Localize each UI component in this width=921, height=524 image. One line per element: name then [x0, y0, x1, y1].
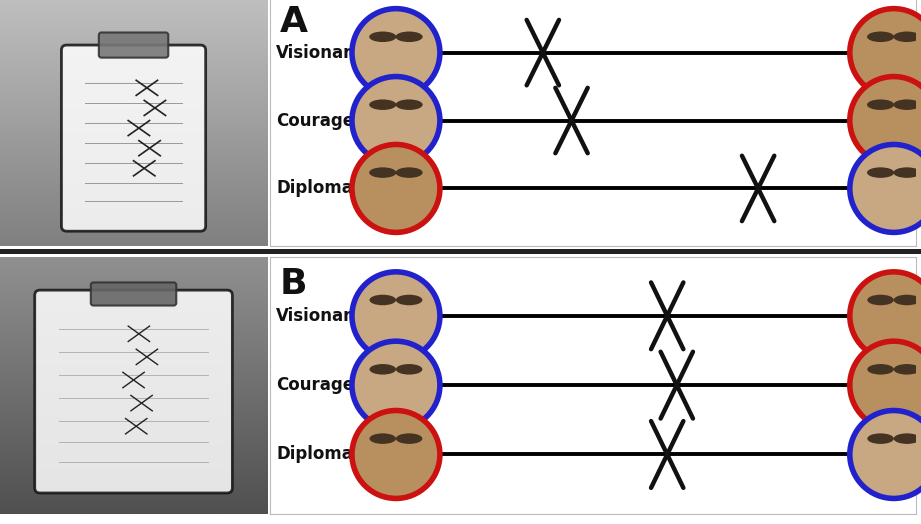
- Text: Diplomatic: Diplomatic: [276, 179, 377, 198]
- Circle shape: [395, 100, 423, 110]
- Ellipse shape: [352, 341, 440, 429]
- Circle shape: [396, 294, 423, 305]
- FancyBboxPatch shape: [99, 32, 169, 58]
- Circle shape: [867, 31, 894, 42]
- Circle shape: [395, 31, 423, 42]
- Circle shape: [893, 167, 920, 178]
- Ellipse shape: [850, 8, 921, 96]
- Text: Diplomatic: Diplomatic: [276, 445, 377, 463]
- Circle shape: [867, 167, 894, 178]
- Ellipse shape: [850, 341, 921, 429]
- Circle shape: [893, 433, 920, 444]
- Ellipse shape: [352, 8, 440, 96]
- Circle shape: [868, 294, 894, 305]
- FancyBboxPatch shape: [91, 282, 176, 305]
- Circle shape: [893, 364, 920, 375]
- Circle shape: [396, 433, 423, 444]
- Ellipse shape: [352, 77, 440, 165]
- Ellipse shape: [850, 145, 921, 233]
- Circle shape: [395, 167, 423, 178]
- FancyBboxPatch shape: [62, 45, 205, 231]
- Circle shape: [369, 100, 396, 110]
- Circle shape: [868, 433, 894, 444]
- Text: Visionary: Visionary: [276, 307, 364, 325]
- Ellipse shape: [850, 272, 921, 360]
- Circle shape: [369, 433, 396, 444]
- Circle shape: [396, 364, 423, 375]
- Text: Courageous: Courageous: [276, 112, 388, 129]
- Circle shape: [867, 100, 894, 110]
- Circle shape: [893, 294, 920, 305]
- Ellipse shape: [850, 410, 921, 498]
- Ellipse shape: [352, 272, 440, 360]
- Circle shape: [893, 100, 920, 110]
- Ellipse shape: [352, 145, 440, 233]
- Text: B: B: [280, 267, 307, 301]
- FancyBboxPatch shape: [35, 290, 232, 493]
- Circle shape: [893, 31, 920, 42]
- Text: A: A: [280, 5, 308, 39]
- Circle shape: [369, 167, 396, 178]
- Circle shape: [369, 364, 396, 375]
- Text: Courageous: Courageous: [276, 376, 388, 394]
- Text: Visionary: Visionary: [276, 43, 364, 62]
- Circle shape: [369, 294, 396, 305]
- Ellipse shape: [352, 410, 440, 498]
- Circle shape: [868, 364, 894, 375]
- Ellipse shape: [850, 77, 921, 165]
- Circle shape: [369, 31, 396, 42]
